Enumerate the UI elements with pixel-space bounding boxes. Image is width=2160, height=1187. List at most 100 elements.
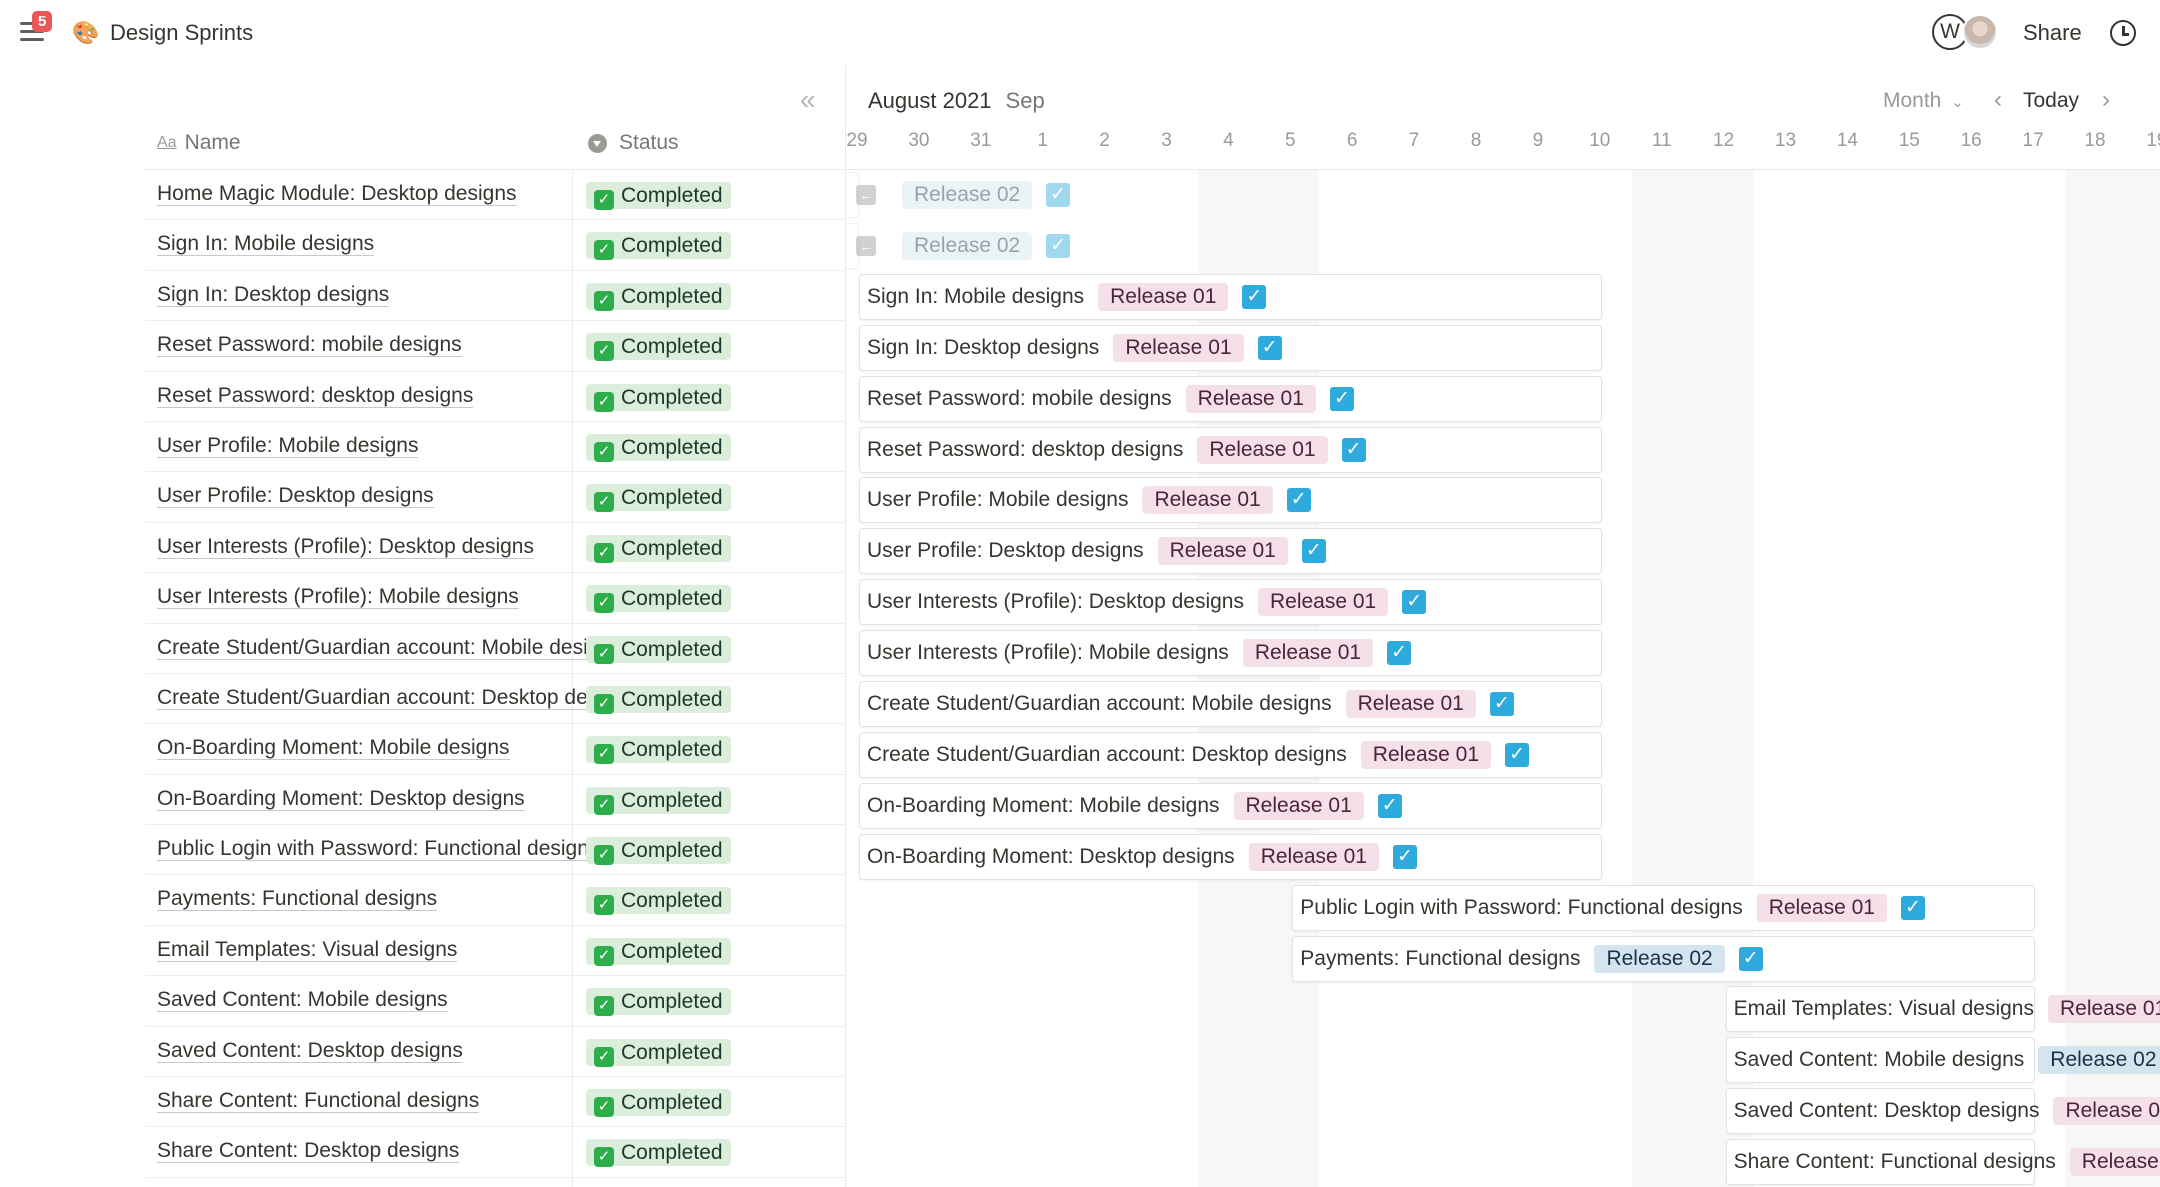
table-row[interactable]: On-Boarding Moment: Mobile designs ✓ Compl… [145, 724, 845, 775]
status-badge[interactable]: ✓ Completed [586, 988, 731, 1017]
chevron-left-icon[interactable]: ‹ [1994, 86, 2002, 113]
checkbox-checked-icon[interactable]: ✓ [1377, 793, 1402, 818]
row-name[interactable]: User Profile: Mobile designs [157, 432, 717, 460]
collapse-icon[interactable]: « [800, 84, 816, 115]
row-name[interactable]: Reset Password: mobile designs [157, 331, 717, 359]
chevron-right-icon[interactable]: › [2102, 86, 2110, 113]
today-button[interactable]: Today [2023, 89, 2080, 112]
status-badge[interactable]: ✓ Completed [586, 282, 731, 311]
timeline-card-content[interactable]: ← Release 02 ✓ [856, 223, 1071, 269]
table-row[interactable]: Reset Password: mobile designs ✓ Completed [145, 321, 845, 372]
row-name[interactable]: Share Content: Functional designs [157, 1087, 717, 1115]
status-badge[interactable]: ✓ Completed [586, 837, 731, 866]
timeline-card-content[interactable]: Reset Password: mobile designs Release 01… [867, 376, 1354, 422]
table-row[interactable]: User Profile: Desktop designs ✓ Completed [145, 472, 845, 523]
timeline-card[interactable] [1725, 1088, 2036, 1135]
checkbox-checked-icon[interactable]: ✓ [1257, 335, 1282, 360]
table-row[interactable]: User Interests (Profile): Desktop design… [145, 523, 845, 574]
row-name[interactable]: Saved Content: Desktop designs [157, 1037, 717, 1065]
timeline-card-content[interactable]: ← Release 02 ✓ [856, 172, 1071, 218]
arrow-left-icon[interactable]: ← [856, 235, 876, 256]
row-name[interactable]: On-Boarding Moment: Desktop designs [157, 785, 717, 813]
timeline-card-content[interactable]: Email Templates: Visual designs Release 0… [1734, 986, 2160, 1032]
table-row[interactable]: Saved Content: Mobile designs ✓ Completed [145, 976, 845, 1027]
checkbox-checked-icon[interactable]: ✓ [1242, 284, 1267, 309]
checkbox-checked-icon[interactable]: ✓ [1329, 386, 1354, 411]
checkbox-checked-icon[interactable]: ✓ [1402, 590, 1427, 615]
checkbox-checked-icon[interactable]: ✓ [1301, 539, 1326, 564]
status-badge[interactable]: ✓ Completed [586, 1089, 731, 1118]
status-badge[interactable]: ✓ Completed [586, 585, 731, 614]
table-row[interactable]: Home Magic Module: Desktop designs ✓ Compl… [145, 170, 845, 221]
timeline-card[interactable] [1725, 1037, 2036, 1084]
row-name[interactable]: Payments: Functional designs [157, 885, 717, 913]
status-badge[interactable]: ✓ Completed [586, 937, 731, 966]
view-mode-select[interactable]: Month ⌄ [1883, 86, 1964, 118]
timeline-card-content[interactable]: Create Student/Guardian account: Desktop… [867, 732, 1530, 778]
row-name[interactable]: Share Content: Desktop designs [157, 1137, 717, 1165]
timeline-card[interactable] [859, 630, 1602, 677]
status-badge[interactable]: ✓ Completed [586, 1038, 731, 1067]
timeline-card-content[interactable]: Saved Content: Desktop designs Release 01… [1734, 1088, 2160, 1134]
row-name[interactable]: Public Login with Password: Functional d… [157, 835, 717, 863]
timeline-card-content[interactable]: Sign In: Mobile designs Release 01 ✓ [867, 274, 1267, 320]
checkbox-checked-icon[interactable]: ✓ [1387, 641, 1412, 666]
checkbox-checked-icon[interactable]: ✓ [1505, 742, 1530, 767]
clock-icon[interactable] [2110, 20, 2136, 46]
checkbox-checked-icon[interactable]: ✓ [1900, 895, 1925, 920]
status-badge[interactable]: ✓ Completed [586, 383, 731, 412]
timeline-card[interactable] [859, 273, 1602, 320]
row-name[interactable]: User Profile: Desktop designs [157, 482, 717, 510]
table-row[interactable]: Reset Password: desktop designs ✓ Complete… [145, 372, 845, 422]
status-badge[interactable]: ✓ Completed [586, 182, 731, 210]
checkbox-checked-icon[interactable]: ✓ [1286, 488, 1311, 513]
row-name[interactable]: Sign In: Mobile designs [157, 230, 717, 258]
status-badge[interactable]: ✓ Completed [586, 635, 731, 664]
status-badge[interactable]: ✓ Completed [586, 1139, 731, 1168]
status-badge[interactable]: ✓ Completed [586, 333, 731, 362]
table-row[interactable]: Public Login with Password: Functional d… [145, 825, 845, 876]
checkbox-checked-icon[interactable]: ✓ [1489, 692, 1514, 716]
table-row[interactable]: Share Content: Desktop designs ✓ Completed [145, 1127, 845, 1178]
table-row[interactable]: Create Student/Guardian account: Mobile … [145, 624, 845, 674]
checkbox-checked-icon[interactable]: ✓ [1341, 437, 1366, 462]
timeline-card-content[interactable]: On-Boarding Moment: Desktop designs Relea… [867, 834, 1417, 880]
timeline-card[interactable] [1725, 1139, 2036, 1186]
checkbox-checked-icon[interactable]: ✓ [1738, 946, 1763, 971]
checkbox-checked-icon[interactable]: ✓ [1046, 183, 1071, 207]
table-row[interactable]: Saved Content: Desktop designs ✓ Completed [145, 1027, 845, 1078]
timeline-card-content[interactable]: Share Content: Functional designs Release… [1734, 1139, 2160, 1185]
timeline-card-content[interactable]: Reset Password: desktop designs Release 0… [867, 427, 1366, 473]
status-badge[interactable]: ✓ Completed [586, 736, 731, 765]
row-name[interactable]: User Interests (Profile): Desktop design… [157, 533, 717, 561]
table-row[interactable]: User Profile: Mobile designs ✓ Completed [145, 422, 845, 473]
timeline-card-content[interactable]: User Interests (Profile): Mobile designs… [867, 630, 1412, 676]
timeline-card-content[interactable]: On-Boarding Moment: Mobile designs Releas… [867, 783, 1402, 829]
timeline-card-content[interactable]: User Profile: Desktop designs Release 01 ✓ [867, 528, 1326, 574]
timeline-card-content[interactable]: User Profile: Mobile designs Release 01 ✓ [867, 477, 1311, 523]
status-badge[interactable]: ✓ Completed [586, 887, 731, 916]
timeline-card-content[interactable]: Create Student/Guardian account: Mobile … [867, 681, 1514, 727]
timeline-card[interactable] [1725, 986, 2036, 1033]
row-name[interactable]: Reset Password: desktop designs [157, 382, 717, 410]
table-row[interactable]: Sign In: Mobile designs ✓ Completed [145, 220, 845, 271]
checkbox-checked-icon[interactable]: ✓ [1392, 844, 1417, 869]
row-name[interactable]: User Interests (Profile): Mobile designs [157, 583, 717, 611]
row-name[interactable]: Saved Content: Mobile designs [157, 986, 717, 1014]
timeline-card-content[interactable]: Public Login with Password: Functional d… [1300, 885, 1925, 931]
checkbox-checked-icon[interactable]: ✓ [1046, 233, 1071, 258]
row-name[interactable]: On-Boarding Moment: Mobile designs [157, 734, 717, 762]
table-row[interactable]: ✓Completed [145, 1178, 845, 1187]
row-name[interactable]: Create Student/Guardian account: Desktop… [157, 684, 717, 712]
table-row[interactable]: Email Templates: Visual designs ✓ Complete… [145, 926, 845, 977]
timeline-card[interactable] [846, 222, 859, 269]
table-row[interactable]: Sign In: Desktop designs ✓ Completed [145, 271, 845, 322]
table-row[interactable]: User Interests (Profile): Mobile designs… [145, 573, 845, 624]
page-title[interactable]: Design Sprints [110, 20, 254, 45]
status-column-header[interactable]: Status [588, 128, 679, 158]
timeline-card[interactable] [859, 579, 1602, 626]
status-badge[interactable]: ✓ Completed [586, 534, 731, 563]
status-badge[interactable]: ✓ Completed [586, 433, 731, 462]
status-badge[interactable]: ✓ Completed [586, 484, 731, 513]
